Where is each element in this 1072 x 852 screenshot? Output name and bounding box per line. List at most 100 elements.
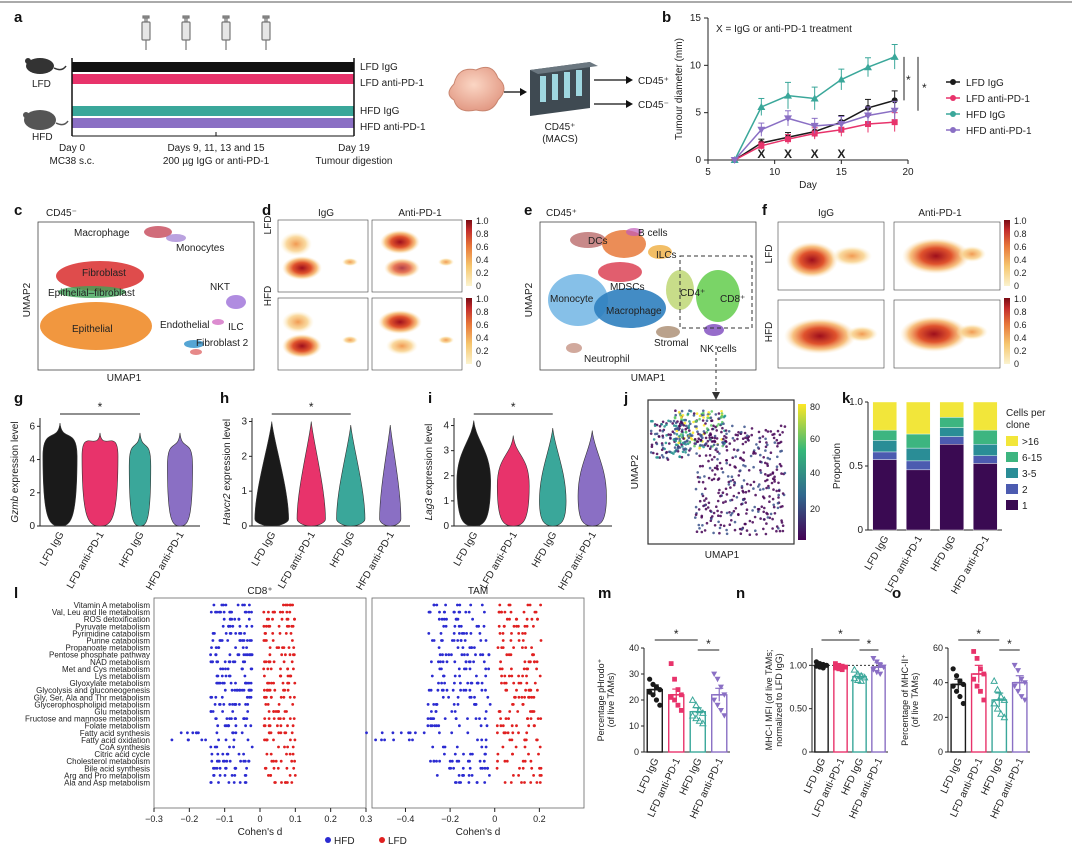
hfd-point [444,653,448,657]
hfd-point [444,624,448,628]
hfd-point [447,653,451,657]
replicate-point [877,662,884,669]
umap-point [742,464,745,467]
pathway-label: Propanoate metabolism [66,644,151,653]
hfd-point [480,688,484,692]
lfd-point [272,738,275,742]
hfd-point [486,766,490,770]
umap-point [763,506,766,510]
umap-point [706,416,709,420]
hfd-point [451,639,454,642]
syringe-icons [141,15,271,50]
umap-point [765,441,768,444]
hfd-point [441,745,445,749]
hfd-point [243,717,247,720]
hfd-point [432,717,436,720]
cluster-label: Fibroblast [82,268,126,279]
lfd-point [535,781,539,784]
hfd-point [242,752,246,756]
cluster-stromal [656,326,680,338]
hfd-point [455,745,459,749]
replicate-point [839,667,845,673]
hfd-point [238,632,241,635]
hfd-point [457,774,461,777]
legend-marker [950,95,956,101]
umap-point [688,420,691,423]
umap-point [698,454,701,458]
umap-point [773,441,777,444]
legend-label: HFD anti-PD-1 [966,126,1032,137]
umap-point [707,459,710,463]
pathway-label: Purine catabolism [86,637,150,646]
umap-point [764,479,767,483]
umap-point [759,517,762,520]
legend-label: 6-15 [1022,453,1042,464]
hfd-point [220,674,224,678]
umap-point [714,413,718,416]
umap-point [677,441,680,445]
lfd-point [268,688,272,692]
hfd-point [464,688,468,692]
umap-point [704,507,708,511]
umap-point [702,445,705,449]
umap-point [721,491,725,495]
lfd-point [285,617,289,621]
umap-point [673,432,676,435]
replicate-point [957,678,963,684]
hfd-point [453,624,457,628]
hfd-point [488,703,492,706]
density-scale-tick: 0 [1014,359,1019,369]
replicate-point [997,692,1005,700]
pathway-label: Glycerophospholipid metabolism [34,700,150,709]
hfd-point [245,766,249,770]
lfd-point [265,738,269,742]
umap-point [650,445,654,449]
replicate-point [695,706,704,714]
hfd-point [223,688,227,692]
violin-lfd-anti-pd-1 [496,435,530,527]
cluster-monocyte [548,274,608,326]
lfd-point [277,646,281,649]
umap-point [678,455,682,458]
umap-point [743,425,746,429]
hfd-point [247,617,251,621]
stacked-segment [939,436,964,445]
umap-point [701,419,705,422]
umap-point [701,436,704,440]
lfd-point [293,759,296,763]
umap-point [654,432,657,436]
umap-point [712,477,716,481]
umap-point [732,448,736,451]
mouse-icon-lfd [25,58,67,74]
umap-point [731,478,735,482]
umap-point [650,443,654,447]
legend-label: LFD [388,836,407,847]
hfd-point [210,695,214,699]
lfd-point [525,624,529,628]
hfd-point [461,646,465,649]
lfd-point [276,766,280,770]
hfd-point [245,695,249,699]
umap-point [773,480,776,483]
stacked-segment [939,444,964,531]
umap-point [681,441,685,445]
lfd-point [498,632,502,635]
replicate-point [650,692,656,698]
lfd-point [264,624,268,628]
umap-point [717,491,720,495]
hfd-point [224,667,227,671]
lfd-point [500,610,503,614]
umap-point [740,503,743,506]
lfd-point [291,639,294,642]
pathway-label: Cholesterol metabolism [66,757,150,766]
hfd-point [480,745,484,749]
umap-point [761,435,765,438]
hfd-point [457,667,461,671]
lfd-point [495,724,499,728]
lfd-point [532,774,535,777]
umap-point [760,505,764,509]
hfd-point [240,667,244,671]
legend-swatch [1006,436,1018,446]
lfd-point [499,724,503,728]
y-tick-label: 3 [443,446,449,457]
